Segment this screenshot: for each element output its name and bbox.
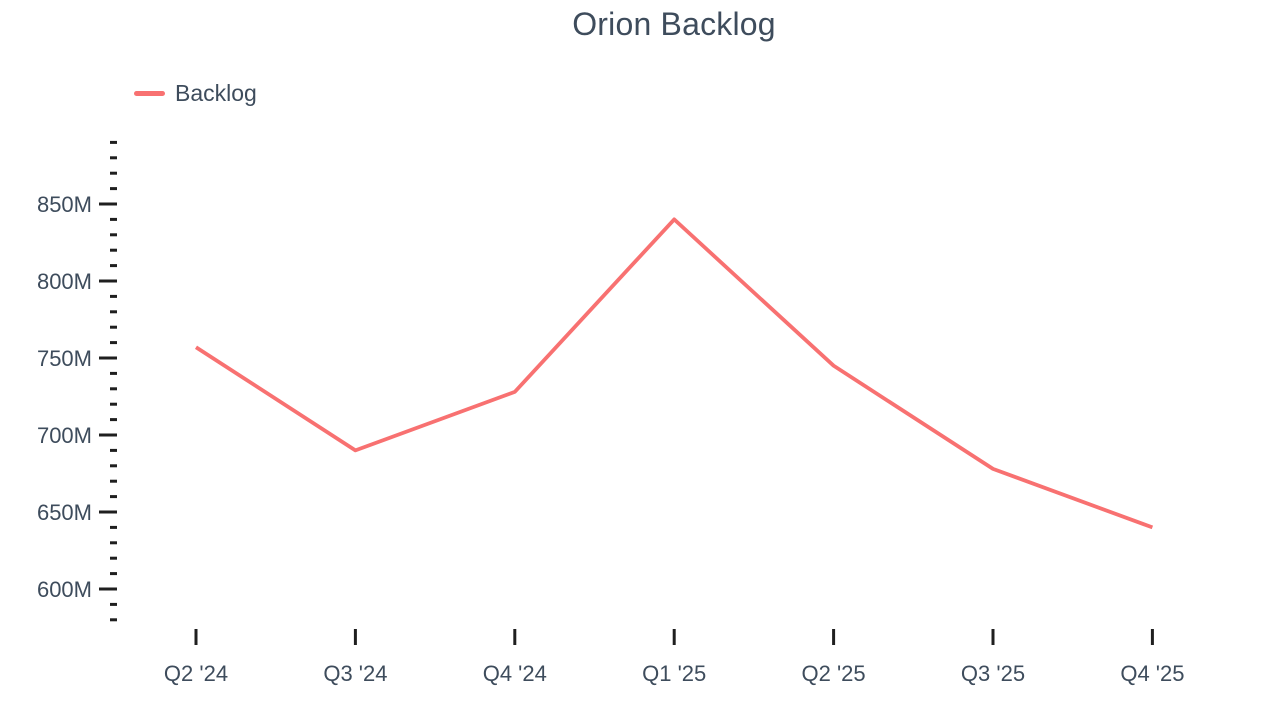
legend-item-backlog[interactable]: Backlog — [134, 80, 257, 106]
series-line-backlog[interactable] — [194, 217, 1154, 530]
y-axis-tick-label: 600M — [37, 577, 92, 602]
x-axis-tick-label: Q3 '25 — [961, 661, 1025, 686]
y-axis-tick-label: 700M — [37, 423, 92, 448]
x-axis-tick-label: Q4 '25 — [1120, 661, 1184, 686]
x-axis-tick-label: Q2 '24 — [164, 661, 228, 686]
x-axis-tick-label: Q1 '25 — [642, 661, 706, 686]
legend-item-label: Backlog — [175, 80, 257, 106]
y-axis-tick-label: 800M — [37, 269, 92, 294]
legend-line-swatch — [134, 90, 165, 96]
y-axis-tick-label: 850M — [37, 192, 92, 217]
legend: Backlog — [134, 80, 257, 106]
x-axis-tick-label: Q4 '24 — [483, 661, 547, 686]
x-axis-tick-label: Q2 '25 — [802, 661, 866, 686]
y-axis-tick-label: 650M — [37, 500, 92, 525]
y-axis-tick-label: 750M — [37, 346, 92, 371]
x-axis-tick-label: Q3 '24 — [323, 661, 387, 686]
chart-title: Orion Backlog — [572, 6, 776, 42]
